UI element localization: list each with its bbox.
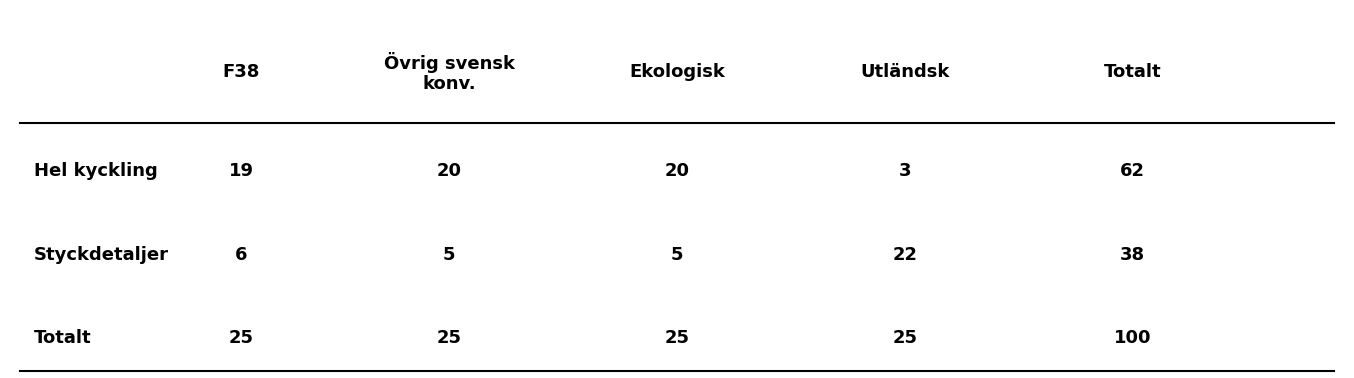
Text: Övrig svensk
konv.: Övrig svensk konv. [383, 51, 515, 93]
Text: 38: 38 [1120, 246, 1145, 263]
Text: 6: 6 [236, 246, 248, 263]
Text: 20: 20 [665, 162, 689, 180]
Text: Utländsk: Utländsk [860, 64, 949, 82]
Text: Totalt: Totalt [34, 329, 91, 347]
Text: 25: 25 [229, 329, 255, 347]
Text: 22: 22 [892, 246, 917, 263]
Text: 3: 3 [899, 162, 911, 180]
Text: Styckdetaljer: Styckdetaljer [34, 246, 169, 263]
Text: 5: 5 [443, 246, 455, 263]
Text: Totalt: Totalt [1104, 64, 1162, 82]
Text: 20: 20 [437, 162, 462, 180]
Text: F38: F38 [223, 64, 260, 82]
Text: 25: 25 [665, 329, 689, 347]
Text: 62: 62 [1120, 162, 1145, 180]
Text: 100: 100 [1114, 329, 1151, 347]
Text: 25: 25 [892, 329, 917, 347]
Text: Hel kyckling: Hel kyckling [34, 162, 157, 180]
Text: Ekologisk: Ekologisk [630, 64, 724, 82]
Text: 25: 25 [437, 329, 462, 347]
Text: 19: 19 [229, 162, 255, 180]
Text: 5: 5 [670, 246, 684, 263]
